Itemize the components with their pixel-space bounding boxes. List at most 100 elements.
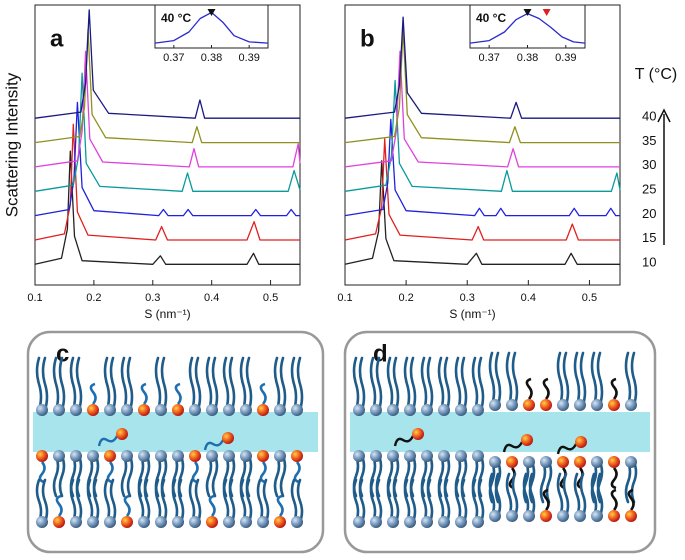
lipid-tail bbox=[437, 478, 445, 524]
series-line bbox=[344, 118, 620, 217]
sterol-tail bbox=[208, 494, 216, 517]
lipid-tail bbox=[426, 478, 434, 524]
cholesterol-head bbox=[116, 428, 128, 440]
lipid-tail bbox=[205, 356, 213, 412]
lipid-tail bbox=[573, 472, 581, 518]
lipid-tail bbox=[120, 356, 128, 412]
lipid-tail bbox=[194, 478, 202, 524]
lipid-tail bbox=[454, 356, 462, 412]
inset-title: 40 °C bbox=[161, 11, 191, 25]
sterol-tail bbox=[140, 382, 148, 405]
series-line bbox=[344, 138, 620, 241]
lipid-tail bbox=[369, 356, 377, 412]
lipid-head bbox=[353, 450, 365, 462]
series-line bbox=[34, 9, 300, 119]
lipid-tail bbox=[126, 356, 134, 412]
lipid-head bbox=[240, 450, 252, 462]
lipid-tail bbox=[511, 351, 519, 407]
lipid-tail bbox=[494, 351, 502, 407]
lipid-head bbox=[172, 516, 184, 528]
lipid-head bbox=[223, 516, 235, 528]
cholesterol-head bbox=[257, 450, 269, 462]
sterol-tail bbox=[89, 382, 97, 405]
lipid-tail bbox=[375, 356, 383, 412]
lipid-tail bbox=[160, 478, 168, 524]
lipid-tail bbox=[624, 351, 632, 407]
lipid-tail bbox=[296, 478, 304, 524]
lipid-head bbox=[489, 399, 501, 411]
lipid-tail bbox=[58, 454, 66, 498]
lipid-head bbox=[70, 516, 82, 528]
lipid-head bbox=[625, 399, 637, 411]
sterol-tail bbox=[627, 488, 635, 511]
legend-label: 20 bbox=[642, 206, 656, 221]
cholesterol-head bbox=[53, 516, 65, 528]
panel-label: b bbox=[360, 25, 375, 52]
lipid-tail bbox=[386, 356, 394, 412]
lipid-tail bbox=[69, 478, 77, 524]
lipid-head bbox=[53, 450, 65, 462]
x-tick-label: 0.39 bbox=[555, 52, 576, 64]
lipid-tail bbox=[154, 356, 162, 412]
lipid-head bbox=[421, 404, 433, 416]
lipid-tail bbox=[403, 356, 411, 412]
lipid-tail bbox=[386, 478, 394, 524]
sterol-tail bbox=[542, 377, 550, 400]
lipid-tail bbox=[188, 356, 196, 412]
lipid-head bbox=[206, 404, 218, 416]
lipid-tail bbox=[579, 351, 587, 407]
lipid-tail bbox=[126, 454, 134, 498]
lipid-head bbox=[353, 516, 365, 528]
cholesterol-head bbox=[36, 450, 48, 462]
x-tick-label: 0.38 bbox=[517, 52, 538, 64]
series-line bbox=[344, 160, 620, 265]
lipid-tail bbox=[511, 472, 519, 518]
lipid-head bbox=[138, 516, 150, 528]
sterol-tail bbox=[55, 494, 63, 517]
lipid-head bbox=[104, 516, 116, 528]
lipid-head bbox=[189, 404, 201, 416]
x-tick-label: 0.5 bbox=[263, 292, 278, 304]
series-line bbox=[469, 12, 586, 44]
lipid-head bbox=[574, 510, 586, 522]
lipid-head bbox=[370, 450, 382, 462]
cholesterol-head bbox=[557, 456, 569, 468]
sterol-tail bbox=[38, 461, 46, 484]
lipid-head bbox=[625, 456, 637, 468]
lipid-head bbox=[36, 516, 48, 528]
lipid-tail bbox=[460, 478, 468, 524]
lipid-tail bbox=[494, 460, 502, 504]
x-axis-label: S (nm⁻¹) bbox=[144, 307, 190, 321]
lipid-tail bbox=[505, 351, 513, 407]
lipid-tail bbox=[392, 478, 400, 524]
lipid-tail bbox=[471, 356, 479, 412]
lipid-head bbox=[257, 516, 269, 528]
lipid-head bbox=[274, 404, 286, 416]
lipid-tail bbox=[403, 478, 411, 524]
lipid-head bbox=[155, 450, 167, 462]
cholesterol-head bbox=[608, 510, 620, 522]
lipid-tail bbox=[143, 478, 151, 524]
lipid-tail bbox=[92, 478, 100, 524]
lipid-tail bbox=[228, 356, 236, 412]
lipid-tail bbox=[58, 356, 66, 412]
lipid-head bbox=[421, 450, 433, 462]
lipid-head bbox=[172, 450, 184, 462]
x-tick-label: 0.3 bbox=[145, 292, 160, 304]
lipid-head bbox=[274, 450, 286, 462]
lipid-head bbox=[557, 399, 569, 411]
lipid-tail bbox=[75, 478, 83, 524]
sterol-tail bbox=[559, 467, 567, 490]
lipid-head bbox=[291, 516, 303, 528]
lipid-head bbox=[206, 450, 218, 462]
molecule-tail bbox=[393, 435, 415, 447]
series-line bbox=[34, 50, 301, 168]
panel-label: d bbox=[373, 340, 388, 367]
lipid-tail bbox=[41, 478, 49, 524]
lipid-tail bbox=[505, 472, 513, 518]
legend-label: 35 bbox=[642, 133, 656, 148]
lipid-tail bbox=[562, 472, 570, 518]
lipid-head bbox=[36, 404, 48, 416]
lipid-head bbox=[455, 516, 467, 528]
lipid-head bbox=[506, 399, 518, 411]
